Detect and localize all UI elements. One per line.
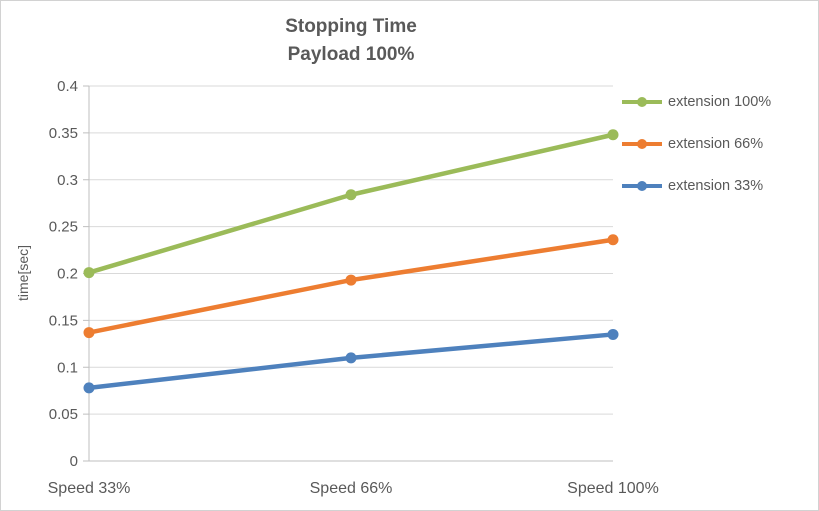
svg-text:Speed 66%: Speed 66% (310, 480, 393, 497)
svg-text:0.1: 0.1 (57, 359, 78, 376)
legend-line-marker-icon (622, 181, 662, 191)
svg-text:0.25: 0.25 (49, 219, 78, 236)
legend: extension 100% extension 66% extension 3… (622, 93, 771, 195)
legend-item: extension 33% (622, 177, 771, 195)
chart-title-line2: Payload 100% (287, 44, 415, 65)
chart-title-line1: Stopping Time (285, 16, 417, 37)
svg-text:0.35: 0.35 (49, 125, 78, 142)
svg-text:0: 0 (70, 453, 78, 470)
svg-text:0.05: 0.05 (49, 406, 78, 423)
chart-title: Stopping Time Payload 100% (61, 13, 641, 69)
legend-item: extension 100% (622, 93, 771, 111)
legend-item: extension 66% (622, 135, 771, 153)
svg-text:0.3: 0.3 (57, 172, 78, 189)
svg-text:Speed 33%: Speed 33% (48, 480, 131, 497)
legend-line-marker-icon (622, 97, 662, 107)
legend-label: extension 33% (668, 178, 764, 194)
svg-text:0.15: 0.15 (49, 312, 78, 329)
svg-text:0.2: 0.2 (57, 266, 78, 283)
svg-text:Speed 100%: Speed 100% (567, 480, 659, 497)
svg-text:0.4: 0.4 (57, 78, 78, 95)
legend-line-marker-icon (622, 139, 662, 149)
legend-label: extension 100% (668, 94, 772, 110)
legend-label: extension 66% (668, 136, 764, 152)
